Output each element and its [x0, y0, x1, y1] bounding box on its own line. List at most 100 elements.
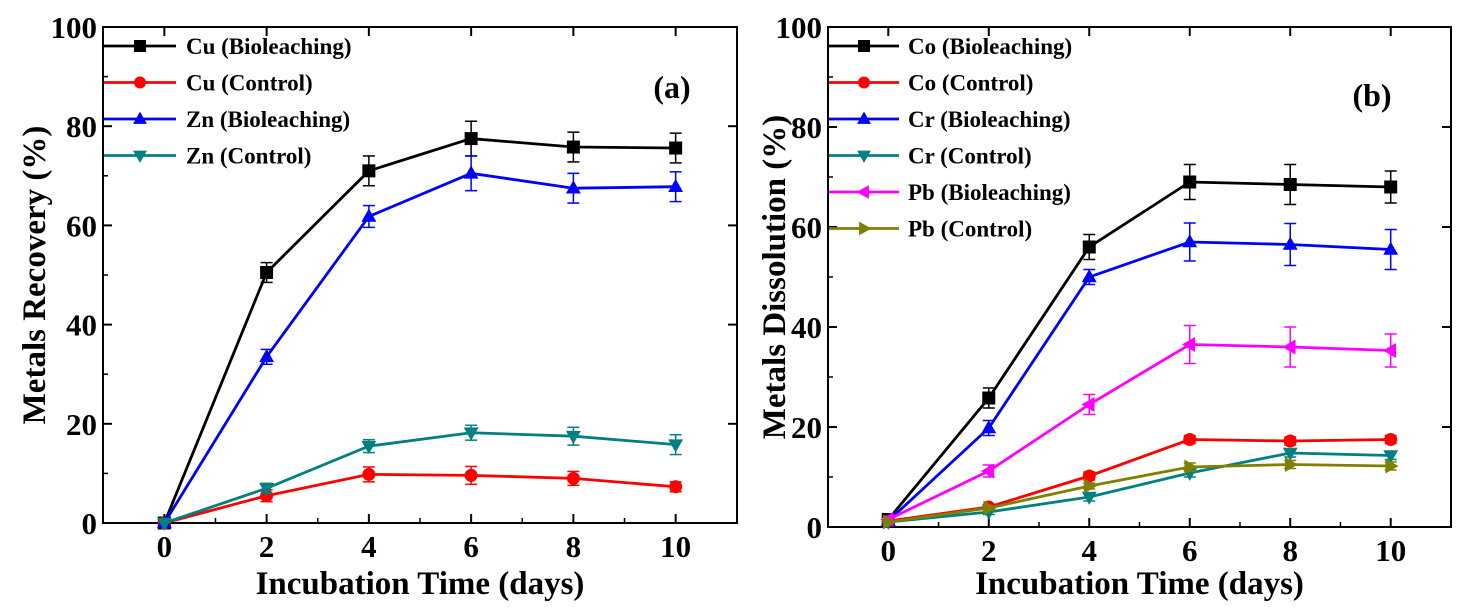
panel-label: (b)	[1352, 77, 1391, 113]
x-tick-label: 0	[157, 529, 173, 564]
x-tick-label: 4	[361, 529, 377, 564]
y-axis-title: Metals Recovery (%)	[17, 126, 53, 425]
legend-entry: Cr (Bioleaching)	[829, 107, 1070, 132]
data-point	[1383, 450, 1399, 464]
data-point	[1081, 491, 1097, 505]
legend-label: Cr (Control)	[908, 144, 1032, 169]
data-point	[361, 208, 377, 222]
data-point	[1083, 478, 1098, 494]
x-tick-label: 8	[1282, 533, 1298, 568]
data-point	[1384, 180, 1398, 194]
data-point	[463, 165, 479, 179]
series-pb-control	[882, 457, 1399, 530]
data-point	[362, 467, 376, 481]
x-tick-label: 2	[259, 529, 275, 564]
legend-marker	[859, 221, 872, 236]
x-tick-label: 8	[566, 529, 582, 564]
x-tick-label: 6	[1182, 533, 1198, 568]
data-point	[1181, 337, 1196, 352]
data-point	[1283, 434, 1297, 448]
data-point	[1182, 234, 1198, 248]
y-tick-label: 40	[66, 308, 97, 343]
y-tick-label: 20	[791, 410, 822, 445]
x-axis: 0 2 4 6 8 10	[157, 27, 691, 564]
series-line	[163, 431, 676, 525]
legend-entry: Cu (Bioleaching)	[104, 34, 351, 59]
data-point	[566, 140, 580, 154]
legend-marker	[133, 150, 147, 163]
series-line	[887, 343, 1391, 521]
x-axis-title: Incubation Time (days)	[975, 566, 1304, 602]
data-point	[980, 463, 995, 479]
data-point	[259, 482, 275, 497]
data-point	[1383, 241, 1399, 255]
series-line	[163, 137, 676, 524]
x-tick-label: 10	[660, 529, 691, 564]
x-axis-title: Incubation Time (days)	[256, 566, 585, 602]
data-point	[668, 178, 684, 193]
legend-marker	[857, 111, 871, 124]
data-point	[982, 391, 996, 405]
series-zn-control	[156, 424, 684, 531]
legend-label: Co (Bioleaching)	[908, 34, 1072, 59]
data-point	[882, 514, 897, 530]
data-point	[464, 132, 478, 146]
legend-label: Pb (Control)	[908, 217, 1032, 242]
series-line	[163, 171, 676, 524]
data-point	[981, 420, 997, 434]
legend-marker	[858, 40, 870, 52]
x-tick-label: 6	[463, 529, 479, 564]
legend-marker	[133, 111, 147, 124]
data-point	[1081, 397, 1095, 412]
y-axis: 0 20 40 60 80 100	[51, 10, 737, 541]
legend-label: Co (Control)	[908, 71, 1033, 96]
y-tick-label: 0	[807, 510, 823, 545]
legend-entry: Cr (Control)	[829, 144, 1032, 169]
y-tick-label: 80	[791, 110, 822, 145]
series-line	[163, 472, 676, 525]
data-point	[464, 468, 478, 482]
series-cr-bioleaching	[880, 222, 1399, 527]
series-cr-control	[880, 447, 1399, 530]
legend-marker	[134, 76, 146, 89]
legend-entry: Pb (Bioleaching)	[829, 180, 1071, 205]
panel-label: (a)	[653, 69, 690, 105]
data-point	[259, 348, 275, 363]
legend-label: Cu (Bioleaching)	[186, 34, 351, 59]
data-point	[1382, 343, 1397, 358]
data-point	[669, 141, 683, 155]
data-point	[463, 427, 479, 441]
series-line	[888, 451, 1391, 524]
data-point	[1282, 447, 1298, 461]
legend-label: Cr (Bioleaching)	[908, 107, 1070, 132]
legend-label: Pb (Bioleaching)	[908, 180, 1071, 205]
y-tick-label: 100	[51, 10, 98, 45]
series-line	[888, 463, 1391, 524]
data-point	[1384, 433, 1398, 446]
legend-label: Zn (Bioleaching)	[186, 107, 350, 132]
data-point	[1183, 433, 1197, 446]
data-point	[983, 500, 997, 516]
series-co-bioleaching	[881, 163, 1398, 526]
data-point	[669, 480, 683, 494]
series-line	[887, 180, 1391, 521]
y-tick-label: 80	[66, 109, 97, 144]
data-point	[1283, 178, 1297, 191]
x-tick-label: 10	[1375, 533, 1406, 568]
data-point	[1081, 269, 1097, 283]
legend-entry: Zn (Control)	[104, 144, 311, 169]
data-point	[260, 266, 274, 280]
plot-frame	[102, 26, 738, 524]
x-tick-label: 4	[1082, 533, 1098, 568]
data-point	[1282, 339, 1296, 355]
y-tick-label: 60	[791, 210, 822, 245]
data-point	[668, 439, 684, 453]
data-point	[1184, 459, 1198, 475]
x-axis: 0 2 4 6 8 10	[881, 27, 1406, 568]
data-point	[566, 471, 580, 485]
y-tick-label: 20	[66, 407, 97, 442]
series-line	[887, 240, 1391, 523]
